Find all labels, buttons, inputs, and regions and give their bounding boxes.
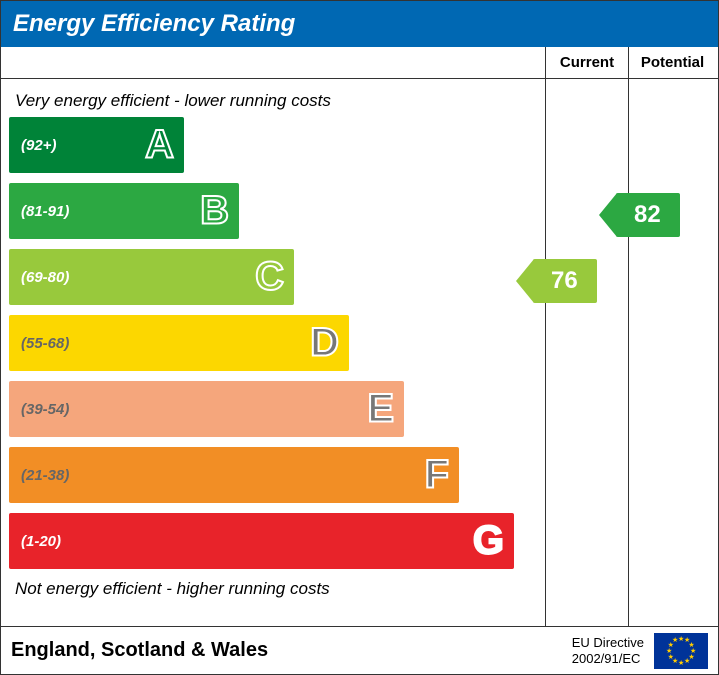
band-g: (1-20) G <box>9 511 537 571</box>
bands-container: (92+) A (81-91) B (69-80) C (55-68) D (39-54) E (2… <box>9 115 537 571</box>
column-header-row: Current Potential <box>1 47 718 79</box>
bars-area: Very energy efficient - lower running co… <box>1 79 546 626</box>
directive-line2: 2002/91/EC <box>572 651 644 667</box>
bar-range-a: (92+) <box>9 137 56 154</box>
eu-flag-icon: ★★★★★★★★★★★★ <box>654 633 708 669</box>
bar-range-c: (69-80) <box>9 269 69 286</box>
footer-row: England, Scotland & Wales EU Directive 2… <box>1 626 718 674</box>
bar-letter-b: B <box>200 189 229 234</box>
caption-bottom: Not energy efficient - higher running co… <box>9 577 537 605</box>
header-potential: Potential <box>629 47 716 78</box>
band-f: (21-38) F <box>9 445 537 505</box>
bar-c: (69-80) C <box>9 249 294 305</box>
content-row: Very energy efficient - lower running co… <box>1 79 718 626</box>
eu-star: ★ <box>678 659 684 667</box>
bar-f: (21-38) F <box>9 447 459 503</box>
band-b: (81-91) B <box>9 181 537 241</box>
bar-letter-e: E <box>367 387 394 432</box>
bar-letter-a: A <box>145 123 174 168</box>
footer-region: England, Scotland & Wales <box>11 639 268 662</box>
bar-range-b: (81-91) <box>9 203 69 220</box>
header-potential-label: Potential <box>641 54 704 71</box>
potential-rating-pointer: 82 <box>616 193 680 237</box>
header-main-col <box>1 47 546 78</box>
header-current: Current <box>546 47 629 78</box>
header-current-label: Current <box>560 54 614 71</box>
band-e: (39-54) E <box>9 379 537 439</box>
bar-range-e: (39-54) <box>9 401 69 418</box>
bar-letter-g: G <box>473 519 504 564</box>
chart-title: Energy Efficiency Rating <box>13 10 295 38</box>
epc-chart: Energy Efficiency Rating Current Potenti… <box>0 0 719 675</box>
title-bar: Energy Efficiency Rating <box>1 1 718 47</box>
band-a: (92+) A <box>9 115 537 175</box>
potential-rating-col: 82 <box>629 79 716 626</box>
current-rating-col: 76 <box>546 79 629 626</box>
directive-line1: EU Directive <box>572 635 644 651</box>
bar-g: (1-20) G <box>9 513 514 569</box>
eu-star: ★ <box>684 657 690 665</box>
footer-right: EU Directive 2002/91/EC ★★★★★★★★★★★★ <box>572 633 708 669</box>
bar-letter-c: C <box>255 255 284 300</box>
caption-top: Very energy efficient - lower running co… <box>9 87 537 115</box>
bar-range-g: (1-20) <box>9 533 61 550</box>
bar-letter-f: F <box>425 453 449 498</box>
current-rating-pointer: 76 <box>533 259 597 303</box>
footer-directive: EU Directive 2002/91/EC <box>572 635 644 666</box>
bar-e: (39-54) E <box>9 381 404 437</box>
band-d: (55-68) D <box>9 313 537 373</box>
bar-range-d: (55-68) <box>9 335 69 352</box>
bar-a: (92+) A <box>9 117 184 173</box>
bar-letter-d: D <box>310 321 339 366</box>
bar-range-f: (21-38) <box>9 467 69 484</box>
band-c: (69-80) C <box>9 247 537 307</box>
eu-star: ★ <box>672 636 678 644</box>
bar-b: (81-91) B <box>9 183 239 239</box>
bar-d: (55-68) D <box>9 315 349 371</box>
